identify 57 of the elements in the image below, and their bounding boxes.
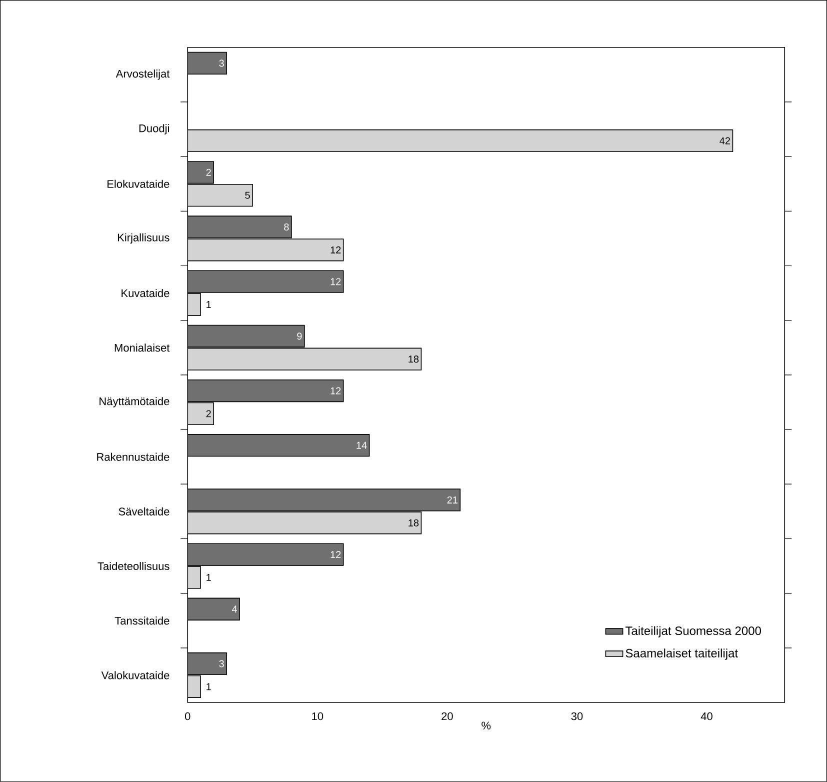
- bar: [188, 379, 344, 402]
- data-label: 42: [720, 137, 730, 144]
- data-label: 8: [284, 223, 289, 231]
- y-tick-label: Valokuvataide: [101, 671, 170, 680]
- y-tick-label: Säveltaide: [118, 507, 170, 516]
- data-label: 12: [330, 246, 341, 254]
- data-label: 9: [297, 332, 302, 340]
- bar: [188, 184, 253, 207]
- data-label: 2: [206, 168, 211, 176]
- legend-label: Taiteilijat Suomessa 2000: [625, 626, 762, 638]
- x-tick-label: 20: [442, 712, 453, 720]
- data-label: 2: [206, 410, 211, 418]
- bar: [188, 52, 227, 75]
- bar: [188, 129, 734, 152]
- y-tick-label: Elokuvataide: [108, 180, 170, 188]
- y-tick-label: Arvostelijat: [116, 70, 170, 80]
- data-label: 5: [245, 192, 250, 199]
- bar: [188, 270, 344, 293]
- y-tick-label: Kirjallisuus: [118, 233, 170, 244]
- y-tick-label: Kuvataide: [122, 289, 170, 298]
- data-label: 12: [330, 551, 341, 558]
- data-label: 18: [408, 519, 419, 526]
- y-tick-label: Tanssitaide: [114, 616, 170, 625]
- bar: [188, 161, 214, 184]
- x-tick-label: 30: [571, 712, 583, 720]
- data-label: 21: [447, 496, 458, 504]
- data-label: 3: [219, 60, 224, 67]
- bar: [188, 348, 422, 370]
- bar: [188, 512, 422, 534]
- data-label: 12: [330, 278, 341, 286]
- y-tick-label: Taideteollisuus: [98, 562, 170, 570]
- bar: [188, 402, 214, 426]
- y-tick-label: Duodji: [139, 124, 169, 134]
- data-label: 14: [356, 442, 367, 449]
- x-axis-title: %: [482, 722, 491, 730]
- bar: [188, 324, 305, 348]
- data-label: 12: [330, 387, 341, 394]
- y-tick-label: Rakennustaide: [97, 452, 170, 461]
- data-label: 1: [206, 683, 211, 690]
- legend-label: Saamelaiset taiteilijat: [626, 648, 738, 660]
- bar: [188, 216, 292, 238]
- bar: [188, 488, 461, 512]
- bar: [188, 652, 227, 676]
- y-tick-label: Näyttämötaide: [100, 397, 170, 408]
- data-label: 1: [206, 301, 211, 308]
- y-tick-label: Monialaiset: [114, 344, 170, 352]
- x-tick-label: 0: [184, 712, 190, 720]
- x-tick-label: 10: [312, 712, 324, 720]
- data-label: 4: [232, 606, 238, 613]
- data-label: 3: [219, 660, 224, 668]
- bar: [188, 543, 344, 566]
- bar: [188, 434, 370, 457]
- bar: [188, 598, 240, 620]
- data-label: 1: [206, 574, 211, 581]
- bar: [188, 238, 344, 262]
- x-tick-label: 40: [700, 712, 712, 720]
- data-label: 18: [408, 356, 419, 363]
